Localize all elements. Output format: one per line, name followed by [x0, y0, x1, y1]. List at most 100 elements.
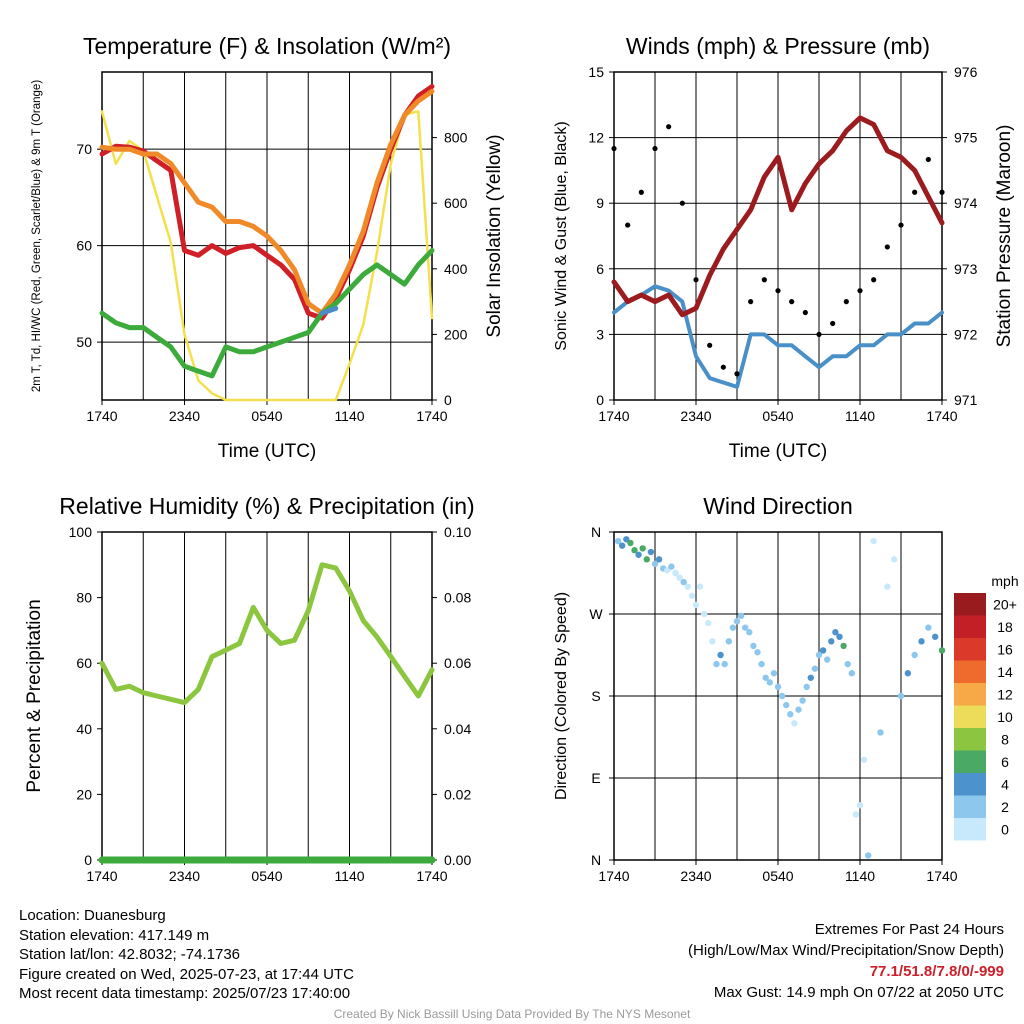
direction-point [655, 556, 663, 563]
chart-title: Temperature (F) & Insolation (W/m²) [83, 33, 451, 59]
x-tick-label: 1740 [926, 408, 957, 424]
direction-point [676, 574, 683, 581]
colorbar-label: 14 [997, 664, 1013, 680]
direction-point [824, 656, 831, 663]
gust-point [638, 189, 644, 195]
y2-tick-label: 0.04 [444, 721, 471, 737]
direction-point [911, 651, 918, 659]
latlon-text: Station lat/lon: 42.8032; -74.1736 [19, 946, 241, 963]
gust-point [679, 200, 685, 206]
direction-point [705, 619, 712, 627]
colorbar-swatch [954, 818, 986, 841]
y2-tick-label: 0.06 [444, 655, 471, 671]
y-tick-label: 60 [76, 238, 92, 254]
direction-point [925, 624, 932, 631]
wind-speed-line [612, 284, 944, 389]
gust-point [734, 371, 740, 377]
direction-point [890, 556, 898, 563]
y-tick-label: 3 [596, 326, 604, 342]
direction-point [778, 692, 786, 700]
direction-point [717, 651, 724, 659]
y-tick-label: S [591, 688, 600, 704]
direction-point [684, 583, 691, 590]
gust-point [666, 124, 672, 130]
direction-point [811, 665, 819, 672]
colorbar-label: 18 [997, 619, 1013, 635]
direction-point [938, 647, 946, 654]
x-tick-label: 1740 [416, 408, 447, 424]
y-tick-label: 9 [596, 195, 604, 211]
x-tick-label: 0540 [762, 408, 793, 424]
direction-point [807, 674, 814, 681]
y2-tick-label: 975 [954, 130, 978, 146]
direction-point [897, 692, 905, 700]
x-tick-label: 1740 [598, 868, 629, 884]
gust-point [912, 189, 918, 195]
temperature-series-line [319, 305, 339, 316]
y2-tick-label: 972 [954, 326, 978, 342]
y-tick-label: 50 [76, 334, 92, 350]
direction-point [904, 670, 912, 677]
direction-point [832, 629, 839, 636]
y-tick-label: 60 [76, 655, 92, 671]
y2-tick-label: 0.10 [444, 524, 471, 540]
y-axis-label: 2m T, Td, HI/WC (Red, Green, Scarlet/Blu… [31, 80, 43, 392]
speed-colorbar: mph 0 2 4 6 8 10 12 14 16 18 20+ [954, 573, 1019, 841]
y-tick-label: 0 [84, 852, 92, 868]
colorbar-label: 16 [997, 641, 1013, 657]
gust-point [693, 277, 699, 283]
y-tick-label: 0 [596, 392, 604, 408]
x-tick-label: 1140 [845, 408, 875, 424]
colorbar-label: 8 [1001, 731, 1009, 747]
colorbar-label: 12 [997, 686, 1013, 702]
direction-point [918, 638, 925, 645]
direction-point [688, 592, 696, 599]
y2-tick-label: 0.02 [444, 786, 471, 802]
direction-point [762, 674, 769, 681]
direction-point [774, 683, 782, 691]
colorbar-swatch [954, 683, 986, 706]
colorbar-label: 6 [1001, 754, 1009, 770]
y2-tick-label: 0.08 [444, 590, 471, 606]
direction-point [848, 670, 855, 677]
y-axis-label: Sonic Wind & Gust (Blue, Black) [553, 121, 570, 350]
direction-point [828, 638, 835, 645]
x-tick-label: 2340 [169, 868, 200, 884]
gust-point [802, 309, 808, 316]
direction-point [770, 670, 778, 677]
y2-tick-label: 800 [444, 130, 468, 146]
max-gust-text: Max Gust: 14.9 mph On 07/22 at 2050 UTC [713, 984, 1004, 1001]
direction-point [721, 660, 728, 668]
gust-point [830, 320, 836, 327]
y-axis-label: Percent & Precipitation [24, 599, 45, 792]
x-tick-label: 0540 [251, 868, 282, 884]
chart-title: Wind Direction [703, 493, 853, 519]
colorbar-swatch [954, 615, 986, 638]
y2-tick-label: 200 [444, 326, 468, 342]
y-tick-label: 100 [69, 524, 93, 540]
gust-point [884, 244, 890, 250]
x-tick-label: 0540 [251, 408, 282, 424]
direction-point [696, 583, 704, 590]
y-tick-label: 6 [596, 261, 604, 277]
gust-point [761, 277, 767, 283]
gust-point [857, 288, 863, 294]
y2-axis-label: Solar Insolation (Yellow) [484, 134, 505, 337]
y-tick-label: 70 [76, 141, 92, 157]
y2-axis-label: Station Pressure (Maroon) [994, 125, 1015, 348]
extremes-subtitle: (High/Low/Max Wind/Precipitation/Snow De… [688, 942, 1004, 959]
gust-point [775, 288, 781, 294]
direction-point [737, 612, 745, 620]
direction-point [791, 720, 798, 727]
station-info: Location: Duanesburg Station elevation: … [19, 906, 354, 1004]
direction-point [742, 624, 749, 631]
direction-point [651, 560, 659, 568]
colorbar-label: 20+ [993, 596, 1017, 612]
y-tick-label: W [589, 606, 603, 622]
y2-tick-label: 973 [954, 261, 978, 277]
direction-point [619, 542, 626, 549]
credit-text: Created By Nick Bassill Using Data Provi… [333, 1007, 691, 1021]
extremes-values: 77.1/51.8/7.8/0/-999 [869, 963, 1004, 980]
colorbar-swatch [954, 795, 986, 818]
